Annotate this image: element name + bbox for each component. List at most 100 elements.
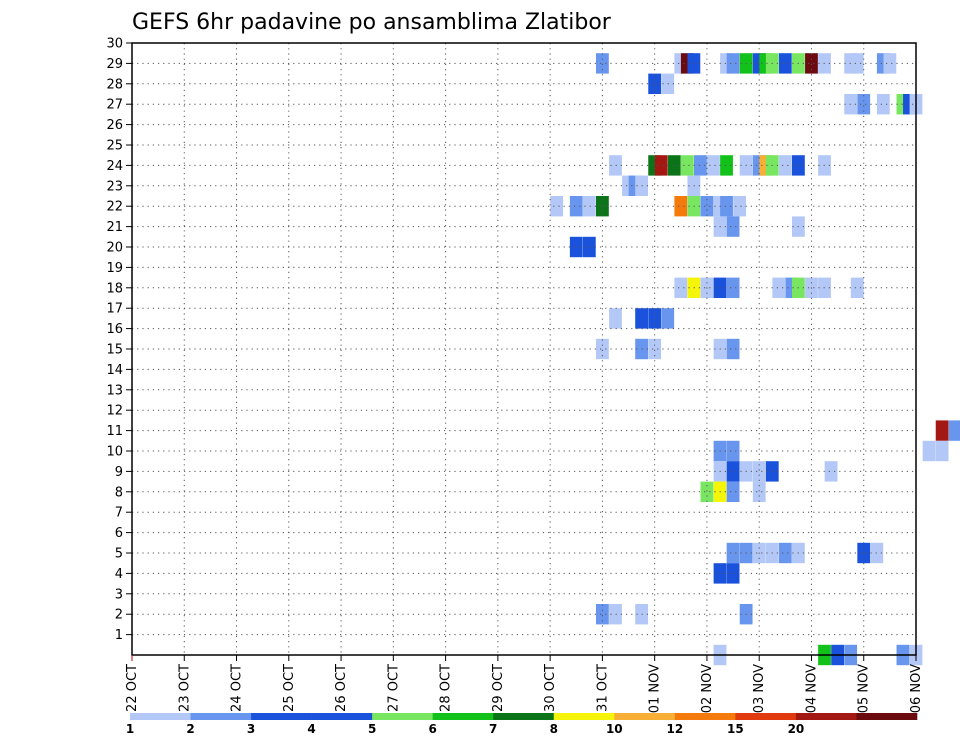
- colorbar-swatch: [735, 713, 797, 720]
- x-tick-label: 02 NOV: [700, 664, 715, 713]
- x-tick-label: 01 NOV: [648, 664, 663, 713]
- heatmap-cell: [720, 155, 733, 176]
- heatmap-cell: [752, 481, 766, 502]
- y-tick-label: 13: [106, 383, 123, 398]
- colorbar-label: 6: [429, 722, 437, 736]
- heatmap-cell: [726, 338, 740, 360]
- colorbar-label: 15: [727, 722, 744, 736]
- y-tick-label: 21: [106, 220, 123, 235]
- x-tick-label: 31 OCT: [595, 664, 610, 712]
- y-tick-label: 4: [115, 567, 123, 582]
- heatmap-cell: [922, 440, 936, 462]
- y-tick-label: 27: [106, 98, 123, 113]
- heatmap-cell: [674, 277, 688, 298]
- x-tick-label: 03 NOV: [752, 664, 767, 713]
- colorbar-label: 10: [606, 722, 623, 736]
- y-tick-label: 6: [115, 526, 123, 541]
- heatmap-cell: [595, 196, 609, 217]
- heatmap-cell: [935, 440, 949, 462]
- chart-title: GEFS 6hr padavine po ansamblima Zlatibor: [132, 10, 612, 35]
- y-tick-label: 24: [106, 159, 123, 174]
- y-tick-label: 20: [106, 241, 123, 256]
- heatmap-cell: [824, 461, 838, 482]
- colorbar-swatch: [856, 713, 918, 720]
- y-tick-label: 9: [115, 465, 123, 480]
- colorbar-label: 5: [368, 722, 376, 736]
- x-tick-label: 24 OCT: [230, 664, 245, 712]
- y-tick-label: 29: [106, 57, 123, 72]
- x-tick-label: 22 OCT: [125, 664, 140, 712]
- x-tick-label: 06 NOV: [909, 664, 924, 713]
- colorbar: 1 2 3 4 5 6 7 8 10 12 15 20: [126, 713, 918, 736]
- colorbar-label: 3: [247, 722, 255, 736]
- colorbar-label: 2: [186, 722, 194, 736]
- heatmap-cell: [661, 308, 675, 329]
- heatmap-cell: [726, 542, 740, 564]
- heatmap-cell: [582, 196, 596, 217]
- y-tick-label: 16: [106, 322, 123, 337]
- heatmap-cell: [707, 155, 720, 176]
- heatmap-cell: [609, 155, 622, 176]
- heatmap-cell: [935, 420, 949, 441]
- heatmap-cell: [733, 196, 747, 217]
- heatmap-cell: [726, 53, 740, 74]
- colorbar-swatch: [674, 713, 736, 720]
- colorbar-swatch: [614, 713, 676, 720]
- heatmap-cell: [569, 196, 583, 217]
- colorbar-label: 8: [550, 722, 558, 736]
- x-tick-label: 29 OCT: [491, 664, 506, 712]
- colorbar-swatch: [372, 713, 433, 720]
- heatmap-cell: [726, 440, 740, 462]
- y-tick-label: 11: [106, 424, 123, 439]
- heatmap-cell: [772, 277, 786, 298]
- y-tick-label: 23: [106, 179, 123, 194]
- heatmap-cell: [870, 542, 884, 564]
- x-tick-label: 23 OCT: [177, 664, 192, 712]
- heatmap-cells: [550, 53, 960, 666]
- y-tick-label: 7: [115, 506, 123, 521]
- heatmap-cell: [700, 196, 714, 217]
- y-tick-label: 22: [106, 200, 123, 215]
- colorbar-swatch: [190, 713, 252, 720]
- y-tick-label: 15: [106, 343, 123, 358]
- heatmap-cell: [778, 542, 792, 564]
- colorbar-label: 7: [489, 722, 497, 736]
- colorbar-swatch: [251, 713, 312, 720]
- y-tick-label: 14: [106, 363, 123, 378]
- heatmap-cell: [693, 155, 707, 176]
- heatmap-cell: [700, 481, 714, 502]
- heatmap-cell: [726, 481, 740, 502]
- y-tick-label: 12: [106, 404, 123, 419]
- y-tick-label: 2: [115, 608, 123, 623]
- colorbar-swatch: [130, 713, 191, 720]
- heatmap-cell: [550, 196, 564, 217]
- colorbar-label: 20: [788, 722, 805, 736]
- heatmap-cell: [752, 461, 766, 482]
- heatmap-cell: [726, 461, 740, 482]
- colorbar-swatch: [795, 713, 857, 720]
- heatmap-cell: [720, 196, 733, 217]
- colorbar-swatch: [493, 713, 555, 720]
- heatmap-cell: [876, 94, 890, 115]
- heatmap-cell: [648, 73, 662, 94]
- heatmap-cell: [667, 155, 681, 176]
- heatmap-cell: [850, 277, 864, 298]
- colorbar-swatch: [432, 713, 494, 720]
- heatmap-cell: [857, 94, 871, 115]
- heatmap-cell: [850, 53, 864, 74]
- heatmap-cell: [648, 308, 662, 329]
- y-tick-label: 28: [106, 77, 123, 92]
- heatmap-cell: [654, 155, 668, 176]
- colorbar-swatch: [553, 713, 615, 720]
- colorbar-label: 1: [126, 722, 134, 736]
- heatmap-cell: [778, 155, 792, 176]
- x-tick-label: 04 NOV: [804, 664, 819, 713]
- colorbar-swatch: [311, 713, 373, 720]
- heatmap-cell: [595, 53, 609, 74]
- y-tick-label: 10: [106, 445, 123, 460]
- y-tick-label: 26: [106, 118, 123, 133]
- y-tick-label: 25: [106, 139, 123, 154]
- heatmap-cell: [569, 236, 583, 258]
- x-tick-label: 25 OCT: [282, 664, 297, 712]
